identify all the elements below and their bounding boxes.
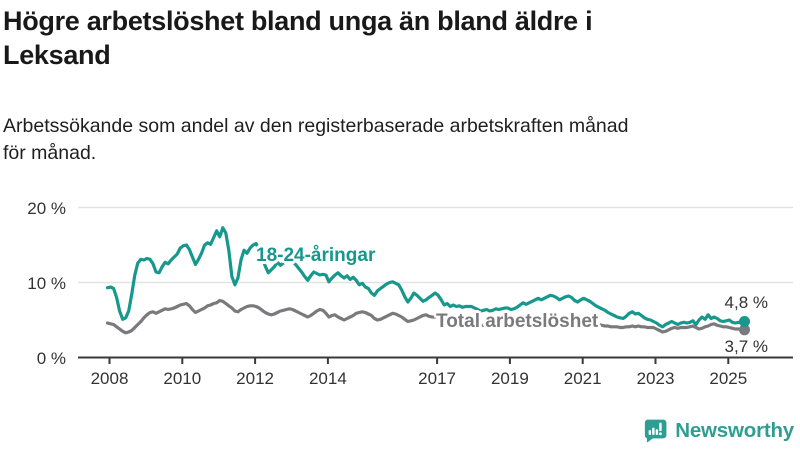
y-tick-label: 20 % <box>27 198 66 218</box>
y-tick-label: 10 % <box>27 273 66 293</box>
x-tick-label: 2017 <box>418 369 456 388</box>
data-lines <box>105 226 747 335</box>
end-point-dots <box>739 316 750 336</box>
y-tick-label: 0 % <box>36 348 66 368</box>
series-label-total: Total arbetslöshet <box>436 311 599 332</box>
x-axis <box>78 356 793 364</box>
newsworthy-brand-link[interactable]: Newsworthy <box>643 418 794 443</box>
x-tick-label: 2010 <box>163 369 202 388</box>
end-dot-young <box>739 316 750 327</box>
series-label-young: 18-24-åringar <box>256 245 376 266</box>
x-tick-label: 2012 <box>236 369 274 388</box>
x-tick-label: 2019 <box>490 369 529 388</box>
end-dot-total <box>739 324 750 336</box>
chart-subtitle: Arbetssökande som andel av den registerb… <box>3 115 629 164</box>
x-tick-label: 2023 <box>636 369 675 388</box>
end-value-label-young: 4,8 % <box>724 293 768 312</box>
line-total <box>105 298 747 335</box>
end-value-label-total: 3,7 % <box>724 337 768 356</box>
newsworthy-logo-icon <box>645 419 667 443</box>
line-young <box>105 226 747 329</box>
gridlines <box>78 206 793 284</box>
x-tick-label: 2014 <box>308 369 347 388</box>
newsworthy-wordmark: Newsworthy <box>675 418 794 442</box>
x-tick-label: 2021 <box>563 369 602 388</box>
x-tick-label: 2025 <box>709 369 748 388</box>
page-title: Högre arbetslöshet bland unga än bland ä… <box>3 6 593 70</box>
x-tick-label: 2008 <box>90 369 129 388</box>
